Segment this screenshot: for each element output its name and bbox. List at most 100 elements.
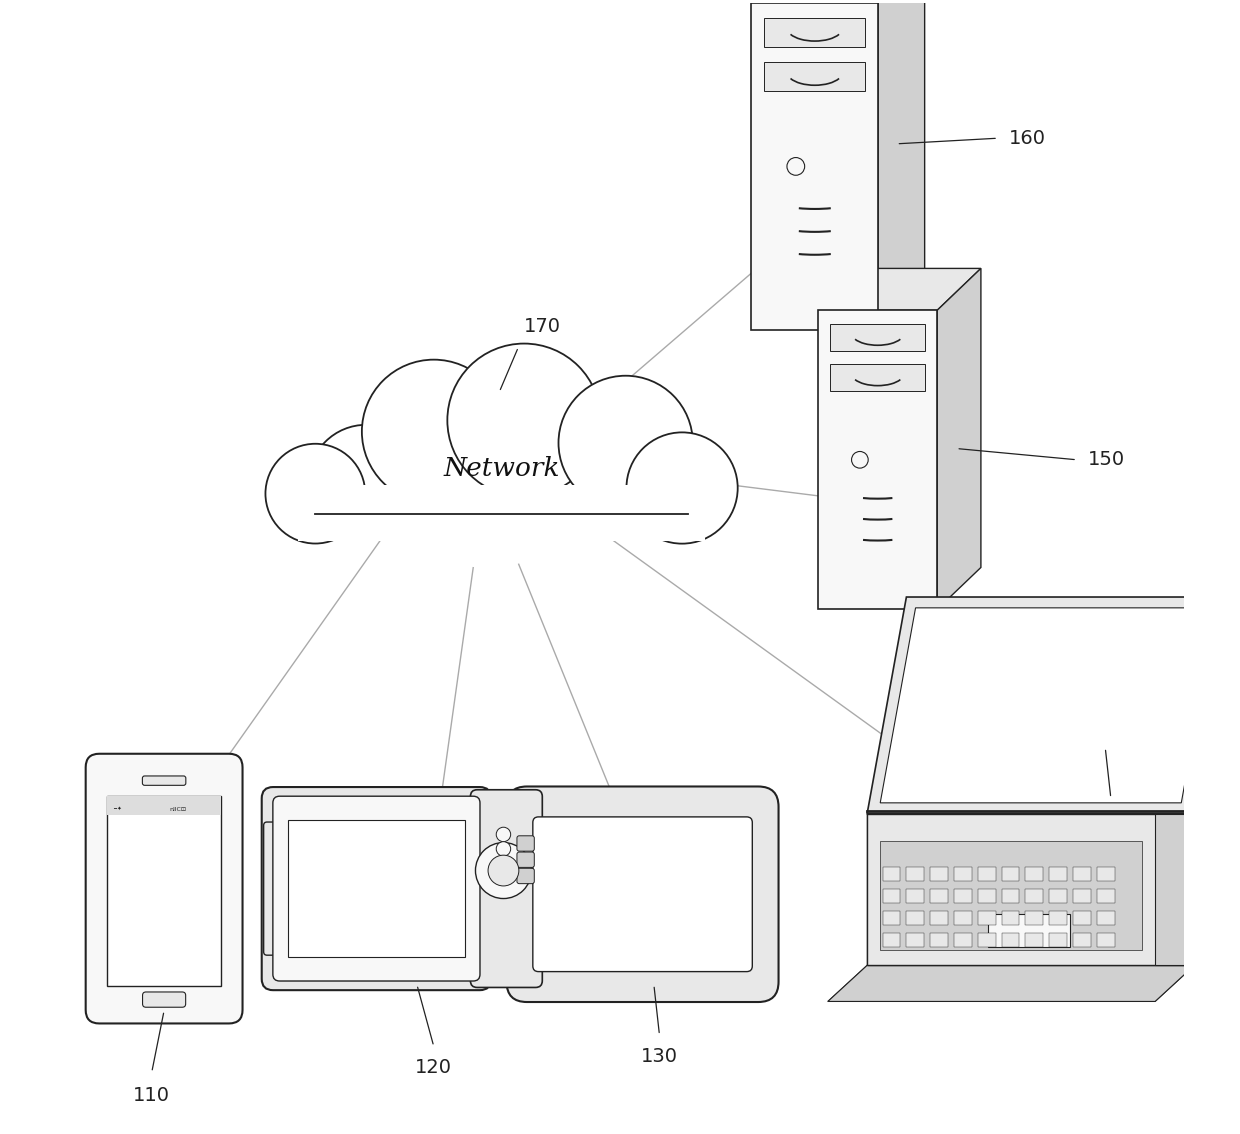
FancyBboxPatch shape (1025, 889, 1043, 903)
Polygon shape (878, 0, 925, 330)
FancyBboxPatch shape (867, 814, 1194, 965)
Polygon shape (867, 596, 1234, 814)
FancyBboxPatch shape (830, 364, 925, 391)
FancyBboxPatch shape (906, 889, 924, 903)
FancyBboxPatch shape (906, 911, 924, 925)
FancyBboxPatch shape (470, 789, 542, 988)
FancyBboxPatch shape (880, 841, 1142, 950)
FancyBboxPatch shape (533, 816, 753, 972)
FancyBboxPatch shape (517, 869, 534, 883)
FancyBboxPatch shape (1073, 932, 1091, 947)
FancyBboxPatch shape (883, 889, 900, 903)
FancyBboxPatch shape (1049, 868, 1068, 881)
Text: 130: 130 (641, 1047, 678, 1066)
Circle shape (448, 344, 601, 497)
FancyBboxPatch shape (751, 2, 878, 330)
Circle shape (265, 443, 366, 543)
FancyBboxPatch shape (1073, 889, 1091, 903)
Polygon shape (937, 269, 981, 609)
FancyBboxPatch shape (978, 889, 996, 903)
Circle shape (496, 841, 511, 856)
Circle shape (309, 425, 424, 540)
FancyBboxPatch shape (143, 992, 186, 1007)
FancyBboxPatch shape (273, 796, 480, 981)
Polygon shape (1156, 814, 1194, 965)
FancyBboxPatch shape (1073, 868, 1091, 881)
FancyBboxPatch shape (107, 796, 221, 985)
FancyBboxPatch shape (288, 820, 465, 957)
FancyBboxPatch shape (1073, 911, 1091, 925)
FancyBboxPatch shape (143, 776, 186, 786)
FancyBboxPatch shape (883, 932, 900, 947)
Circle shape (489, 855, 518, 886)
FancyBboxPatch shape (1049, 932, 1068, 947)
FancyBboxPatch shape (1049, 911, 1068, 925)
FancyBboxPatch shape (978, 932, 996, 947)
Polygon shape (818, 269, 981, 311)
Text: Network: Network (443, 456, 559, 481)
FancyBboxPatch shape (764, 17, 866, 46)
FancyBboxPatch shape (906, 868, 924, 881)
Circle shape (787, 158, 805, 176)
FancyBboxPatch shape (517, 852, 534, 868)
FancyBboxPatch shape (954, 889, 972, 903)
FancyBboxPatch shape (86, 754, 243, 1024)
FancyBboxPatch shape (930, 889, 949, 903)
FancyBboxPatch shape (988, 914, 1070, 947)
FancyBboxPatch shape (1025, 911, 1043, 925)
Circle shape (496, 827, 511, 841)
Polygon shape (751, 0, 925, 2)
Circle shape (362, 359, 506, 503)
Text: ━ ✦: ━ ✦ (113, 807, 122, 812)
FancyBboxPatch shape (1002, 889, 1019, 903)
FancyBboxPatch shape (883, 868, 900, 881)
FancyBboxPatch shape (930, 868, 949, 881)
FancyBboxPatch shape (507, 787, 779, 1002)
FancyBboxPatch shape (1049, 889, 1068, 903)
FancyBboxPatch shape (1002, 911, 1019, 925)
FancyBboxPatch shape (517, 836, 534, 852)
FancyBboxPatch shape (1097, 911, 1115, 925)
FancyBboxPatch shape (264, 822, 285, 955)
FancyBboxPatch shape (1002, 868, 1019, 881)
FancyBboxPatch shape (978, 911, 996, 925)
FancyBboxPatch shape (1002, 932, 1019, 947)
FancyBboxPatch shape (262, 787, 491, 990)
FancyBboxPatch shape (978, 868, 996, 881)
FancyBboxPatch shape (1025, 868, 1043, 881)
Circle shape (626, 432, 738, 543)
Circle shape (558, 375, 693, 510)
Text: 120: 120 (415, 1058, 453, 1077)
Circle shape (475, 843, 532, 898)
Text: nllC⊡: nllC⊡ (170, 807, 187, 812)
Text: 150: 150 (1089, 450, 1126, 469)
Text: 170: 170 (525, 316, 560, 336)
Polygon shape (867, 814, 1194, 965)
FancyBboxPatch shape (1097, 932, 1115, 947)
FancyBboxPatch shape (954, 932, 972, 947)
FancyBboxPatch shape (883, 911, 900, 925)
FancyBboxPatch shape (299, 484, 704, 541)
Polygon shape (828, 965, 1194, 1001)
FancyBboxPatch shape (930, 911, 949, 925)
Text: 110: 110 (133, 1086, 170, 1106)
FancyBboxPatch shape (1097, 889, 1115, 903)
FancyBboxPatch shape (764, 61, 866, 91)
FancyBboxPatch shape (1025, 932, 1043, 947)
Polygon shape (880, 608, 1216, 803)
Polygon shape (828, 965, 1194, 1001)
FancyBboxPatch shape (954, 868, 972, 881)
FancyBboxPatch shape (293, 465, 711, 533)
Circle shape (852, 451, 868, 468)
Text: 140: 140 (1116, 738, 1153, 758)
Text: 160: 160 (1009, 128, 1047, 147)
FancyBboxPatch shape (818, 311, 937, 609)
FancyBboxPatch shape (954, 911, 972, 925)
Circle shape (496, 856, 511, 871)
FancyBboxPatch shape (1097, 868, 1115, 881)
FancyBboxPatch shape (830, 323, 925, 350)
FancyBboxPatch shape (906, 932, 924, 947)
FancyBboxPatch shape (930, 932, 949, 947)
FancyBboxPatch shape (107, 796, 221, 815)
Polygon shape (1194, 596, 1240, 814)
